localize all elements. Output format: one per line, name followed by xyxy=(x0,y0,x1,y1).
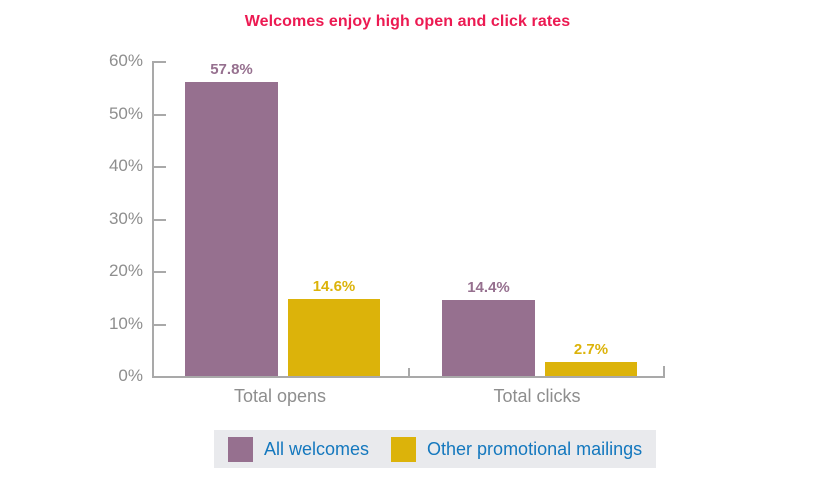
legend-item-all-welcomes: All welcomes xyxy=(228,436,370,462)
bar-total-opens-other-promotional xyxy=(288,299,380,376)
bar-total-clicks-all-welcomes xyxy=(442,300,535,376)
legend-label: All welcomes xyxy=(264,438,370,459)
bar-column-opens-welcomes: 57.8% xyxy=(185,61,278,376)
legend: All welcomes Other promotional mailings xyxy=(214,430,657,468)
y-tick-label: 0% xyxy=(118,366,143,385)
x-axis-labels: Total opens Total clicks xyxy=(152,386,663,410)
y-axis-labels: 0% 10% 20% 30% 40% 50% 60% xyxy=(0,51,143,385)
bar-value-label: 57.8% xyxy=(210,61,253,78)
y-tick-mark xyxy=(154,166,166,168)
x-axis-middle-tick xyxy=(408,368,410,376)
legend-swatch-other-promotional xyxy=(391,436,417,462)
bar-value-label: 14.6% xyxy=(312,278,356,296)
chart-title: Welcomes enjoy high open and click rates xyxy=(244,13,571,30)
y-tick-mark xyxy=(154,271,166,273)
legend-label: Other promotional mailings xyxy=(427,438,643,459)
bar-column-opens-promo: 14.6% xyxy=(288,61,380,376)
category-label-total-clicks: Total clicks xyxy=(493,386,581,406)
y-tick-mark xyxy=(154,113,166,116)
bar-column-clicks-welcomes: 14.4% xyxy=(442,61,535,376)
bar-total-clicks-other-promotional xyxy=(545,361,637,376)
bar-value-label: 2.7% xyxy=(573,340,609,358)
y-tick-mark xyxy=(154,323,166,326)
legend-item-other-promotional: Other promotional mailings xyxy=(391,436,643,462)
legend-swatch-all-welcomes xyxy=(228,436,253,462)
category-label-total-opens: Total opens xyxy=(233,386,327,406)
y-tick-label: 40% xyxy=(108,156,143,175)
y-tick-label: 30% xyxy=(108,208,143,228)
y-tick-label: 20% xyxy=(108,261,143,280)
x-axis-end-tick xyxy=(663,366,665,376)
bar-column-clicks-promo: 2.7% xyxy=(545,61,637,376)
y-tick-mark xyxy=(154,61,166,63)
bar-value-label: 14.4% xyxy=(467,279,510,297)
y-tick-mark xyxy=(154,218,166,221)
y-tick-label: 50% xyxy=(108,103,143,123)
y-tick-label: 60% xyxy=(108,51,143,70)
bar-total-opens-all-welcomes xyxy=(185,82,278,376)
plot-area: 57.8% 14.6% 14.4% 2.7% xyxy=(152,61,665,378)
y-tick-label: 10% xyxy=(108,313,143,333)
